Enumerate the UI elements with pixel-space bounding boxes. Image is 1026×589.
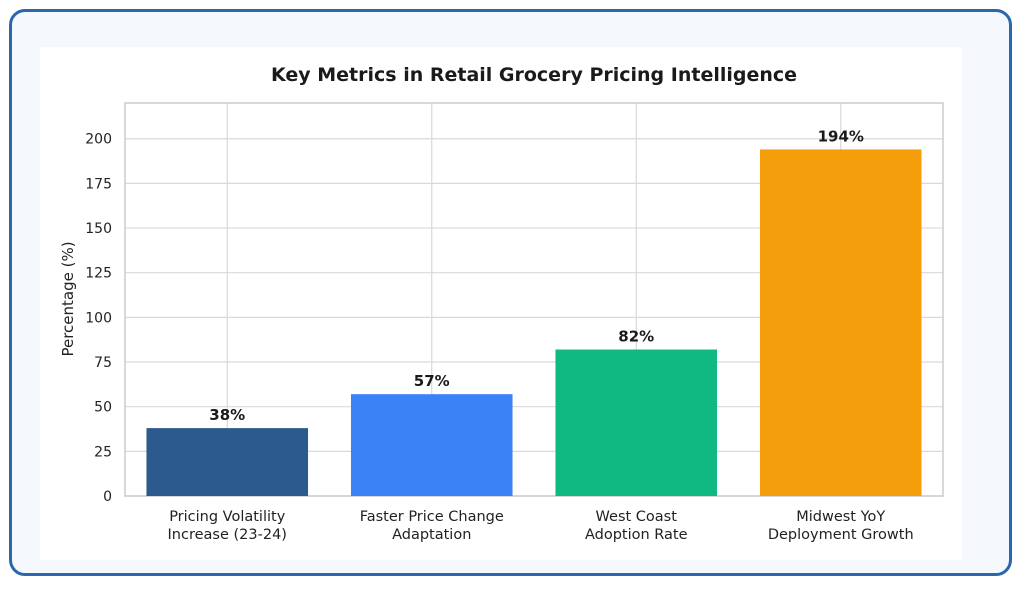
y-tick-label: 150 <box>85 221 112 237</box>
bar <box>146 428 309 496</box>
value-labels: 38% 57% 82% 194% <box>209 127 864 424</box>
bar-value-label: 38% <box>209 406 245 424</box>
bars <box>146 149 922 497</box>
y-axis-label: Percentage (%) <box>59 241 77 356</box>
bar <box>350 394 513 496</box>
y-tick-label: 75 <box>94 355 112 371</box>
x-tick-label: West Coast Adoption Rate <box>585 509 688 543</box>
y-tick-label: 200 <box>85 132 112 148</box>
bar-value-label: 194% <box>818 127 864 145</box>
y-tick-label: 50 <box>94 400 112 416</box>
x-axis-ticks: Pricing Volatility Increase (23-24) Faster… <box>168 509 914 543</box>
plot-area <box>124 102 944 497</box>
y-tick-label: 25 <box>94 444 112 460</box>
bar-value-label: 57% <box>414 372 450 390</box>
x-tick-label: Midwest YoY Deployment Growth <box>768 509 914 543</box>
x-tick-label: Pricing Volatility Increase (23-24) <box>168 509 287 543</box>
bar-value-label: 82% <box>618 328 654 346</box>
chart-title: Key Metrics in Retail Grocery Pricing In… <box>271 64 797 86</box>
y-tick-label: 0 <box>103 489 112 505</box>
y-tick-label: 175 <box>85 176 112 192</box>
x-tick-label: Faster Price Change Adaptation <box>360 509 504 543</box>
bar <box>555 349 718 496</box>
bar <box>759 149 922 497</box>
y-tick-label: 100 <box>85 310 112 326</box>
y-axis-ticks: 0 25 50 75 100 125 150 175 200 <box>85 132 112 505</box>
y-tick-label: 125 <box>85 266 112 282</box>
